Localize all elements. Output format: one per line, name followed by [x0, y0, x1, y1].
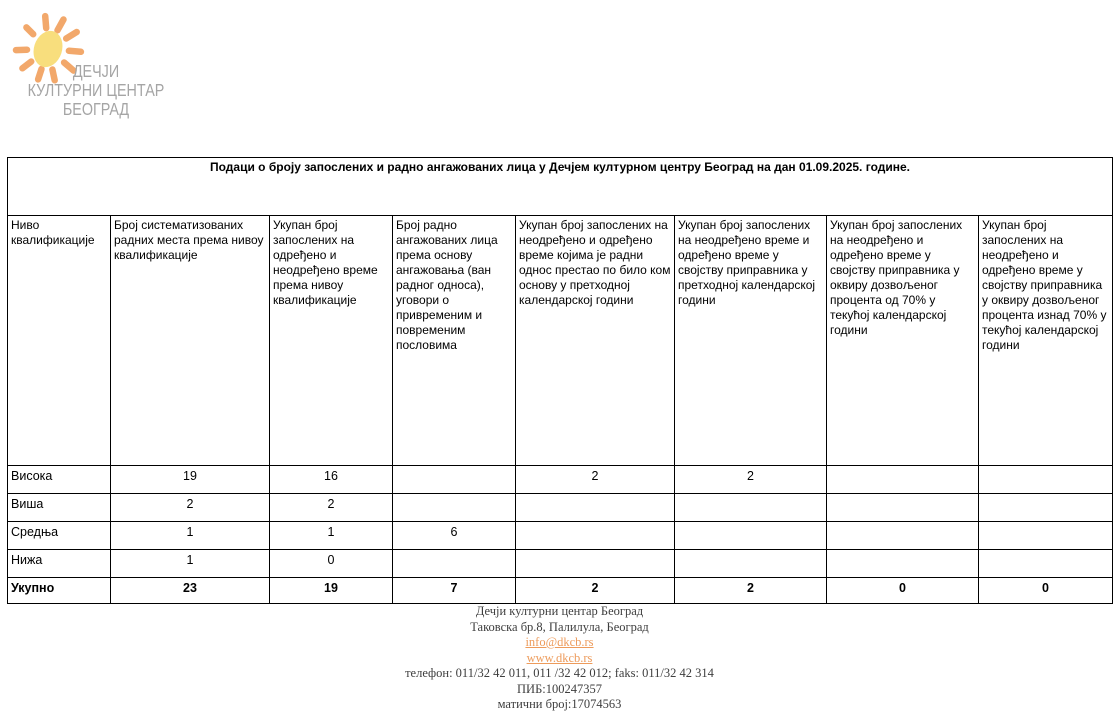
- cell-value: [978, 521, 1113, 550]
- logo-text-line2: КУЛТУРНИ ЦЕНТАР: [27, 80, 165, 100]
- footer-phone-line: телефон: 011/32 42 011, 011 /32 42 012; …: [405, 666, 714, 680]
- col-header-total-employed: Укупан број запослених на одређено и нео…: [269, 215, 393, 466]
- cell-value: [515, 549, 675, 578]
- footer-address: Таковска бр.8, Палилула, Београд: [470, 619, 649, 634]
- email-link[interactable]: info@dkcb.rs: [525, 635, 594, 649]
- col-header-systematized-positions: Број систематизованих радних места према…: [110, 215, 270, 466]
- footer-pib-line: ПИБ:100247357: [517, 681, 602, 696]
- total-cell-value: 23: [110, 577, 270, 604]
- logo-text-line3: БЕОГРАД: [62, 99, 130, 119]
- col-header-trainees-over-70pct: Укупан број запослених на неодређено и о…: [978, 215, 1113, 466]
- cell-value: [392, 465, 516, 494]
- cell-value: 1: [110, 521, 270, 550]
- col-header-engaged-persons: Број радно ангажованих лица према основу…: [392, 215, 516, 466]
- footer: Дечји културни центар Београд Таковска б…: [7, 604, 1112, 713]
- cell-value: 1: [269, 521, 393, 550]
- footer-org-name: Дечји културни центар Београд: [475, 604, 644, 618]
- row-label: Висока: [7, 465, 111, 494]
- cell-value: [978, 465, 1113, 494]
- cell-value: [392, 549, 516, 578]
- cell-value: [826, 549, 979, 578]
- total-cell-value: 2: [515, 577, 675, 604]
- cell-value: [515, 521, 675, 550]
- cell-value: 2: [515, 465, 675, 494]
- cell-value: [392, 493, 516, 522]
- cell-value: [674, 493, 827, 522]
- total-cell-value: 0: [826, 577, 979, 604]
- table-row-niza: Нижа 1 0: [7, 549, 1113, 578]
- table-row-srednja: Средња 1 1 6: [7, 521, 1113, 550]
- logo-text: ДЕЧЈИ КУЛТУРНИ ЦЕНТАР БЕОГРАД: [17, 62, 174, 119]
- org-logo: ДЕЧЈИ КУЛТУРНИ ЦЕНТАР БЕОГРАД: [0, 0, 220, 140]
- cell-value: 2: [110, 493, 270, 522]
- footer-registry-line: матични број:17074563: [497, 697, 622, 711]
- col-header-trainees-previous-year: Укупан број запослених на неодређено вре…: [674, 215, 827, 466]
- employment-table: Подаци о броју запослених и радно ангажо…: [7, 157, 1113, 604]
- cell-value: 16: [269, 465, 393, 494]
- row-label: Средња: [7, 521, 111, 550]
- cell-value: [978, 549, 1113, 578]
- cell-value: [978, 493, 1113, 522]
- cell-value: 2: [269, 493, 393, 522]
- page-title: Подаци о броју запослених и радно ангажо…: [7, 157, 1113, 216]
- cell-value: [674, 521, 827, 550]
- cell-value: 19: [110, 465, 270, 494]
- table-row-visa: Виша 2 2: [7, 493, 1113, 522]
- cell-value: 6: [392, 521, 516, 550]
- logo-text-line1: ДЕЧЈИ: [72, 61, 120, 81]
- col-header-trainees-under-70pct: Укупан број запослених на неодређено и о…: [826, 215, 979, 466]
- table-header-row: Ниво квалификације Број систематизованих…: [7, 215, 1113, 466]
- total-cell-value: 0: [978, 577, 1113, 604]
- total-cell-value: 19: [269, 577, 393, 604]
- row-label: Нижа: [7, 549, 111, 578]
- footer-email-line: info@dkcb.rs: [7, 635, 1112, 651]
- table-total-row: Укупно 23 19 7 2 2 0 0: [7, 577, 1113, 604]
- cell-value: 1: [110, 549, 270, 578]
- footer-website-line: www.dkcb.rs: [7, 651, 1112, 667]
- cell-value: [515, 493, 675, 522]
- col-header-qualification-level: Ниво квалификације: [7, 215, 111, 466]
- total-row-label: Укупно: [7, 577, 111, 604]
- cell-value: [674, 549, 827, 578]
- total-cell-value: 7: [392, 577, 516, 604]
- cell-value: [826, 465, 979, 494]
- cell-value: 0: [269, 549, 393, 578]
- col-header-terminated-previous-year: Укупан број запослених на неодређено и о…: [515, 215, 675, 466]
- cell-value: [826, 493, 979, 522]
- sun-icon: [12, 12, 85, 84]
- cell-value: 2: [674, 465, 827, 494]
- table-row-visoka: Висока 19 16 2 2: [7, 465, 1113, 494]
- table-title-row: Подаци о броју запослених и радно ангажо…: [7, 157, 1113, 216]
- cell-value: [826, 521, 979, 550]
- row-label: Виша: [7, 493, 111, 522]
- website-link[interactable]: www.dkcb.rs: [526, 650, 593, 665]
- total-cell-value: 2: [674, 577, 827, 604]
